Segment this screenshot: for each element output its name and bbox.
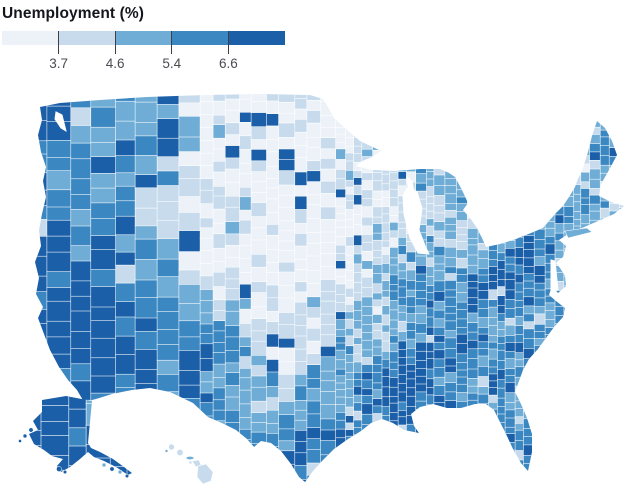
green-bay [406,175,415,195]
legend-tick [114,31,116,54]
alaska-inset [29,396,132,475]
legend-tick-label: 3.7 [49,56,68,71]
conus-counties [35,94,624,482]
legend-tick-label: 5.4 [162,56,182,71]
legend-segment-2 [115,31,172,45]
aleutian-islands [18,427,130,479]
oahu [176,449,184,456]
legend-tick-label: 6.6 [219,56,238,71]
niihau [164,449,169,453]
puget-sound [54,111,67,133]
chesapeake-bay [550,259,559,292]
kauai [168,443,175,451]
molokai [185,456,195,460]
legend-tick [227,31,229,54]
legend-title: Unemployment (%) [2,5,144,22]
legend-tick [171,31,173,54]
legend: Unemployment (%) 3.7 4.6 5.4 6.6 [2,5,286,71]
great-lakes [54,111,559,292]
lake-michigan [402,187,430,255]
hawaii-inset [164,443,214,485]
legend-color-bar [2,31,285,45]
legend-tick-label: 4.6 [105,56,125,71]
legend-segment-3 [171,31,229,45]
legend-segment-4 [228,31,285,45]
legend-segment-1 [58,31,116,45]
lanai [188,460,193,465]
long-island [564,227,593,239]
big-island [196,463,214,485]
legend-tick [58,31,60,54]
legend-color-scale: 3.7 4.6 5.4 6.6 [2,31,285,71]
legend-segment-0 [2,31,59,45]
